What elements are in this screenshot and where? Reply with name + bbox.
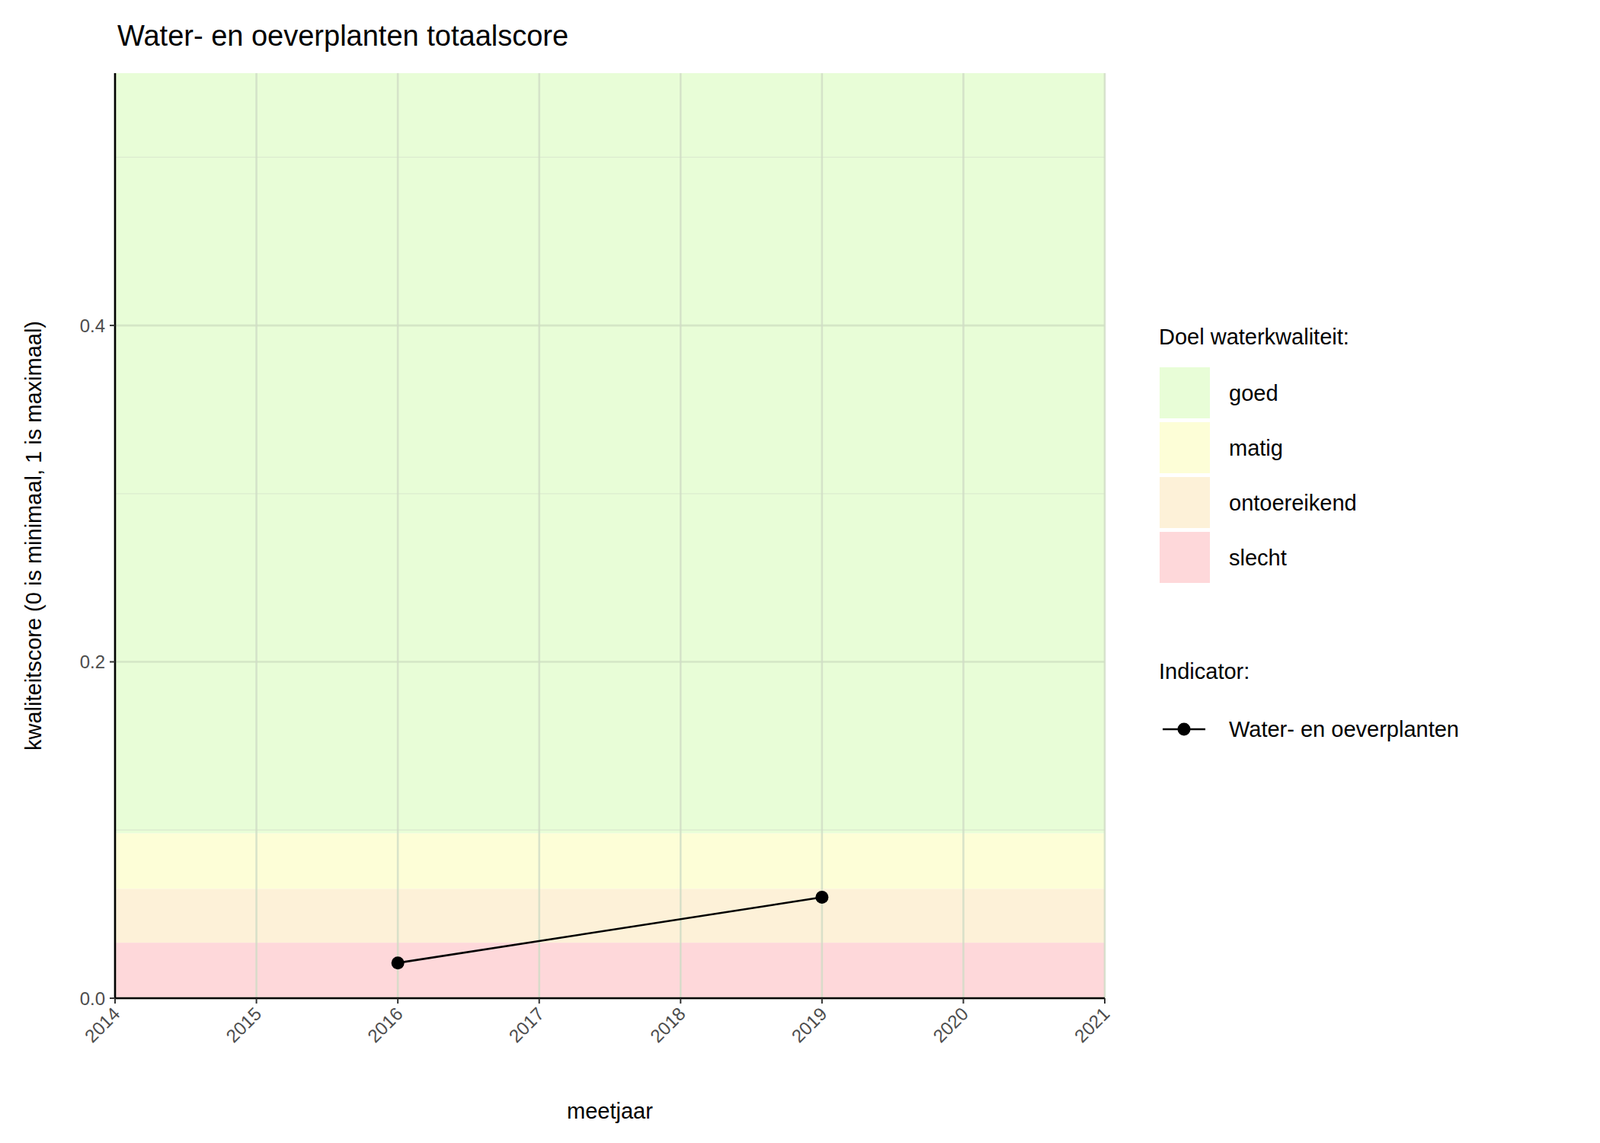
legend-label: Water- en oeverplanten <box>1228 716 1460 742</box>
legend-label: ontoereikend <box>1228 490 1357 516</box>
band <box>115 889 1105 944</box>
legend-title: Indicator: <box>1158 659 1250 684</box>
grid-line <box>115 660 1105 663</box>
minor-grid-line <box>115 156 1105 158</box>
x-tick <box>821 998 823 1004</box>
grid-line <box>1104 73 1107 999</box>
data <box>391 890 829 970</box>
x-tick-label: 2014 <box>80 1002 125 1047</box>
series-line <box>397 897 823 964</box>
legend-key <box>1159 422 1210 474</box>
legend-key <box>1177 723 1191 736</box>
legend-label: goed <box>1228 380 1279 406</box>
grid-line <box>396 73 400 999</box>
title: Water- en oeverplanten totaalscore <box>117 19 569 52</box>
grid-line <box>115 324 1105 327</box>
legend-key <box>1159 367 1210 419</box>
x-tick <box>962 998 964 1004</box>
x-axis-label: meetjaar <box>566 1098 653 1124</box>
x-tick <box>396 998 399 1004</box>
x-tick-label: 2015 <box>221 1002 266 1047</box>
chart: 0.0 0.2 0.4 2014 2015 2016 2017 2018 2019 2020 202… <box>0 0 1600 1143</box>
y-axis-label: kwaliteitscore (0 is minimaal, 1 is maxi… <box>21 320 46 751</box>
grid-line <box>537 73 541 999</box>
x-tick <box>114 998 116 1004</box>
y-tick-label: 0.2 <box>80 651 106 672</box>
y-tick-label: 0.4 <box>80 315 106 336</box>
bands <box>115 73 1105 999</box>
grid-line <box>679 73 682 999</box>
minor-grid-line <box>115 492 1105 494</box>
x-tick-label: 2018 <box>646 1002 690 1047</box>
point <box>815 890 829 904</box>
x-tick <box>538 998 541 1004</box>
grid-line <box>115 997 1105 1000</box>
band <box>115 942 1105 999</box>
legend-label: matig <box>1228 435 1284 461</box>
x-tick-label: 2020 <box>928 1002 973 1047</box>
y-tick <box>109 997 116 999</box>
x-tick <box>256 998 258 1004</box>
point <box>391 956 405 970</box>
grid-line <box>255 73 258 999</box>
legend-title: Doel waterkwaliteit: <box>1158 324 1350 349</box>
grid-line <box>821 73 824 999</box>
x-tick-label: 2017 <box>504 1002 548 1047</box>
y-axis <box>114 73 117 999</box>
legend-key <box>1159 476 1210 528</box>
band <box>115 833 1105 890</box>
grid <box>115 73 1105 999</box>
y-tick <box>109 324 116 327</box>
x-axis <box>115 997 1105 1000</box>
legend-key <box>1159 531 1210 583</box>
minor-grid-line <box>115 829 1105 831</box>
band <box>115 73 1105 834</box>
y-tick-label: 0.0 <box>80 988 106 1009</box>
grid-line <box>114 73 117 999</box>
x-tick-label: 2019 <box>787 1002 832 1047</box>
x-tick-label: 2016 <box>363 1002 407 1047</box>
x-tick <box>679 998 682 1004</box>
grid-line <box>962 73 965 999</box>
legend-label: slecht <box>1228 545 1287 570</box>
x-tick-label: 2021 <box>1070 1002 1114 1047</box>
x-tick <box>1104 998 1106 1004</box>
y-tick <box>109 661 116 663</box>
